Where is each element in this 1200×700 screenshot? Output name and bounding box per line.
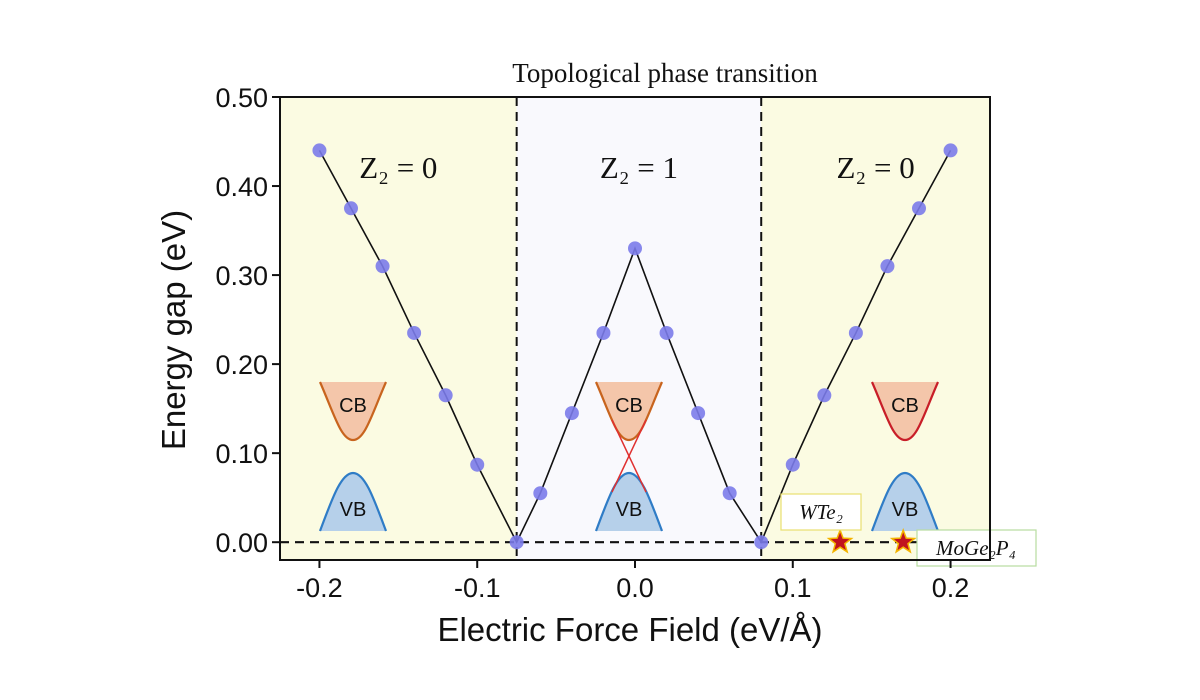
y-tick-label: 0.20 <box>215 350 268 380</box>
data-point <box>509 535 524 550</box>
data-point <box>691 406 706 421</box>
valence-band-shape <box>872 473 938 531</box>
cb-label: CB <box>891 395 919 417</box>
conduction-band-edge <box>318 381 388 442</box>
band-crossing-line <box>611 419 647 493</box>
data-points <box>312 143 958 550</box>
valence-band-shape <box>320 473 386 531</box>
y-tick-label: 0.00 <box>215 528 268 558</box>
phase-region <box>761 97 990 560</box>
y-tick-label: 0.50 <box>215 83 268 113</box>
data-point <box>596 325 611 340</box>
conduction-band-shape <box>596 382 662 440</box>
y-axis-title: Energy gap (eV) <box>155 210 192 450</box>
data-point <box>564 406 579 421</box>
phase-boundaries <box>280 97 990 560</box>
material-label-box <box>780 493 862 531</box>
phase-label: Z₂ = 0 <box>359 150 437 185</box>
data-point <box>659 325 674 340</box>
valence-band-shape <box>596 473 662 531</box>
x-axis-title: Electric Force Field (eV/Å) <box>437 611 822 648</box>
data-point <box>407 325 422 340</box>
material-label: WTe₂ <box>799 500 843 524</box>
x-tick-label: -0.1 <box>454 573 501 603</box>
conduction-band-shape <box>872 382 938 440</box>
data-point <box>344 201 358 216</box>
conduction-band-edge <box>870 381 940 442</box>
x-tick-label: 0.1 <box>774 573 812 603</box>
phase-label: Z₂ = 1 <box>600 150 678 185</box>
material-label: MoGe₂P₄ <box>935 536 1016 560</box>
vb-label: VB <box>340 499 367 521</box>
data-point <box>722 486 737 501</box>
data-point <box>785 457 800 472</box>
vb-label: VB <box>892 499 919 521</box>
band-insets: CB VB CB VB CB VB <box>318 381 940 532</box>
valence-band-edge <box>318 471 388 532</box>
phase-regions <box>280 97 990 560</box>
vb-label: VB <box>616 499 643 521</box>
phase-region <box>280 97 517 560</box>
x-tick-label: -0.2 <box>296 573 343 603</box>
x-tick-label: 0.2 <box>932 573 970 603</box>
conduction-band-shape <box>320 382 386 440</box>
data-point <box>312 143 327 158</box>
valence-band-edge <box>594 471 664 532</box>
y-tick-label: 0.30 <box>215 261 268 291</box>
chart-title: Topological phase transition <box>512 58 818 88</box>
data-point <box>912 201 926 216</box>
data-point <box>470 457 485 472</box>
material-star-marker <box>889 528 917 554</box>
phase-label: Z₂ = 0 <box>836 150 914 185</box>
valence-band-edge <box>870 471 940 532</box>
data-point <box>754 535 769 550</box>
data-point <box>375 259 390 274</box>
cb-label: CB <box>339 395 367 417</box>
x-tick-label: 0.0 <box>616 573 654 603</box>
cb-label: CB <box>615 395 643 417</box>
y-tick-label: 0.10 <box>215 439 268 469</box>
data-point <box>817 388 832 403</box>
data-point <box>628 241 642 256</box>
data-point <box>533 486 548 501</box>
y-tick-label: 0.40 <box>215 172 268 202</box>
data-point <box>848 325 863 340</box>
data-point <box>943 143 958 158</box>
axis-ticks: -0.2 -0.1 0.0 0.1 0.2 0.00 0.10 0.20 0.30 0.40 0.5… <box>215 83 969 603</box>
data-point <box>438 388 453 403</box>
data-point <box>880 259 895 274</box>
conduction-band-edge <box>594 381 664 442</box>
text-labels: Topological phase transition Electric Fo… <box>155 58 915 648</box>
material-star-marker <box>826 528 854 554</box>
